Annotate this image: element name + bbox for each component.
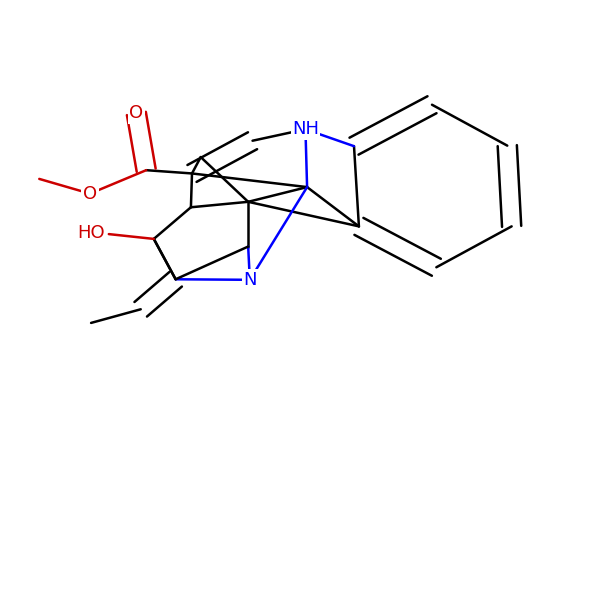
Text: O: O — [130, 104, 143, 122]
Text: NH: NH — [292, 120, 319, 138]
Text: HO: HO — [77, 224, 104, 242]
Text: N: N — [243, 271, 257, 289]
Text: O: O — [83, 185, 97, 203]
